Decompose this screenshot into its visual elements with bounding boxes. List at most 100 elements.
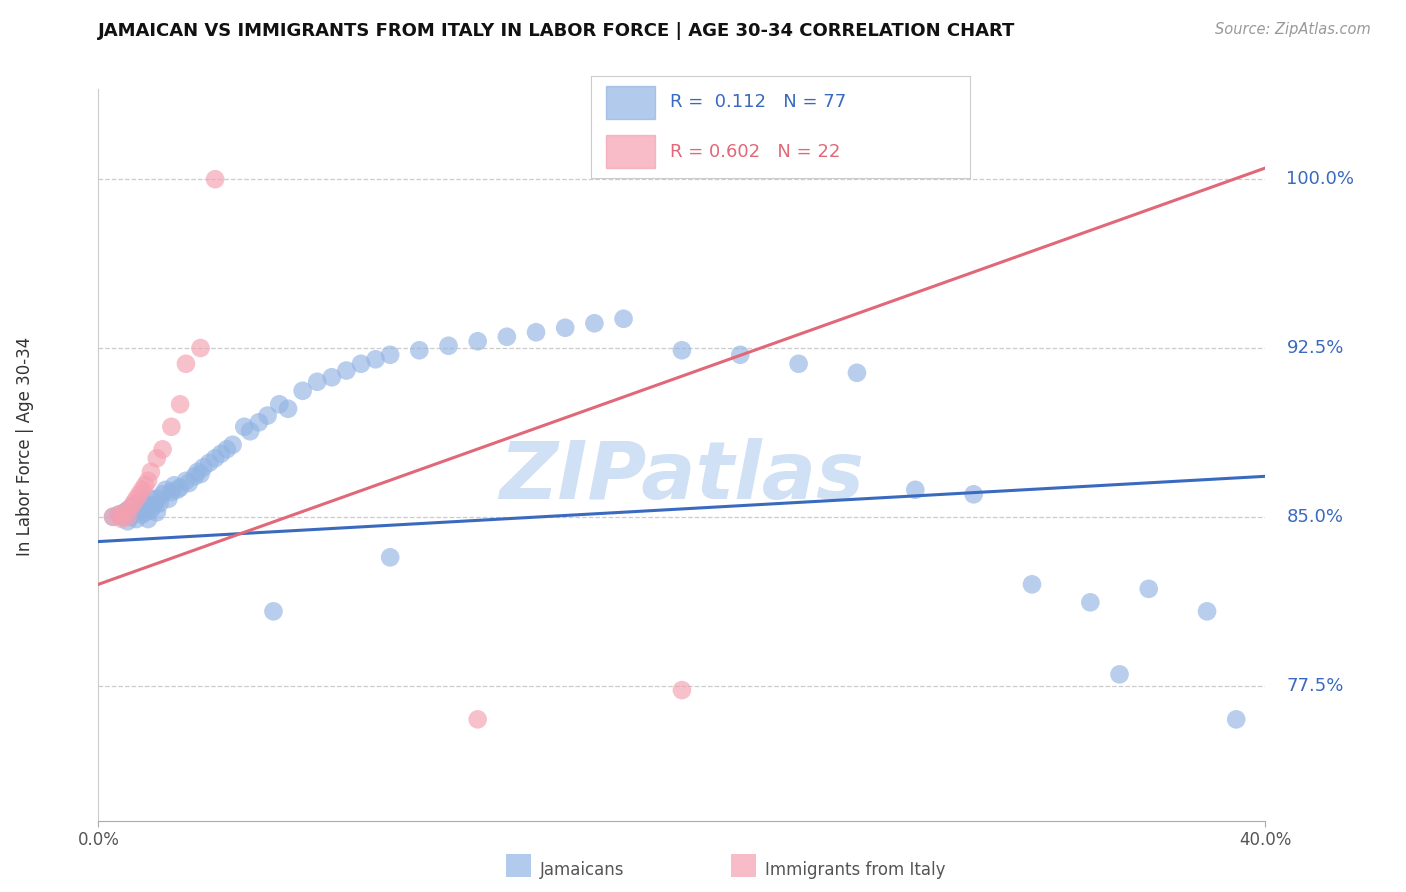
Point [155,483,177,497]
Point [125,491,148,506]
Point [177,476,200,491]
Point [152,442,174,457]
Point [120,509,142,524]
Point [160,485,183,500]
Text: JAMAICAN VS IMMIGRANTS FROM ITALY IN LABOR FORCE | AGE 30-34 CORRELATION CHART: JAMAICAN VS IMMIGRANTS FROM ITALY IN LAB… [98,22,1015,40]
Point [136,474,159,488]
Point [307,375,329,389]
Point [139,465,162,479]
Point [262,604,284,618]
Point [256,409,278,423]
Text: 85.0%: 85.0% [1286,508,1344,525]
Point [962,487,984,501]
Point [166,483,188,497]
Point [117,509,139,524]
Point [169,397,191,411]
Point [247,415,270,429]
Point [131,508,153,522]
Point [583,316,606,330]
Point [117,514,139,528]
Point [495,330,517,344]
Point [152,487,174,501]
Text: 100.0%: 100.0% [1286,170,1354,188]
Point [142,499,165,513]
Point [554,320,576,334]
Point [128,496,150,510]
Point [125,503,148,517]
Point [437,339,460,353]
Point [190,467,212,481]
Point [146,505,169,519]
Point [198,456,221,470]
Point [190,341,212,355]
Text: Source: ZipAtlas.com: Source: ZipAtlas.com [1215,22,1371,37]
Bar [606,136,655,168]
Point [117,503,139,517]
Point [160,419,183,434]
Point [174,474,197,488]
Point [524,325,547,339]
Text: R =  0.112   N = 77: R = 0.112 N = 77 [671,94,846,112]
Point [131,500,153,515]
Point [131,483,153,497]
Point [163,478,186,492]
Bar [606,87,655,119]
Point [1080,595,1102,609]
Point [1021,577,1043,591]
Point [139,503,162,517]
Point [146,491,169,506]
Point [187,465,209,479]
Text: R = 0.602   N = 22: R = 0.602 N = 22 [671,143,841,161]
Point [114,505,136,519]
Point [169,481,191,495]
Point [1137,582,1160,596]
Point [134,496,156,510]
Point [269,397,291,411]
Point [787,357,810,371]
Point [239,425,262,439]
Point [149,496,172,510]
Point [1195,604,1218,618]
Point [467,712,489,726]
Point [139,491,162,506]
Point [204,451,226,466]
Point [114,505,136,519]
Point [215,442,238,457]
Point [335,363,357,377]
Point [101,509,124,524]
Point [122,499,145,513]
Point [612,311,634,326]
Point [728,348,751,362]
Point [125,512,148,526]
Point [364,352,387,367]
Point [291,384,314,398]
Point [108,508,131,522]
Text: Jamaicans: Jamaicans [540,861,624,879]
Point [136,512,159,526]
Point [111,512,134,526]
Text: Immigrants from Italy: Immigrants from Italy [765,861,945,879]
Point [1225,712,1247,726]
Point [378,348,402,362]
Point [904,483,927,497]
Text: In Labor Force | Age 30-34: In Labor Force | Age 30-34 [17,336,34,556]
Point [467,334,489,349]
Point [277,401,299,416]
Point [671,343,693,358]
Point [146,451,169,466]
Point [204,172,226,186]
Point [174,357,197,371]
Text: ZIPatlas: ZIPatlas [499,438,865,516]
Point [122,496,145,510]
Point [378,550,402,565]
Point [183,469,205,483]
Point [136,499,159,513]
Text: 77.5%: 77.5% [1286,677,1344,695]
Point [221,438,243,452]
Point [101,509,124,524]
Point [134,478,156,492]
Point [134,505,156,519]
Point [1108,667,1130,681]
Point [408,343,430,358]
Text: 92.5%: 92.5% [1286,339,1344,357]
